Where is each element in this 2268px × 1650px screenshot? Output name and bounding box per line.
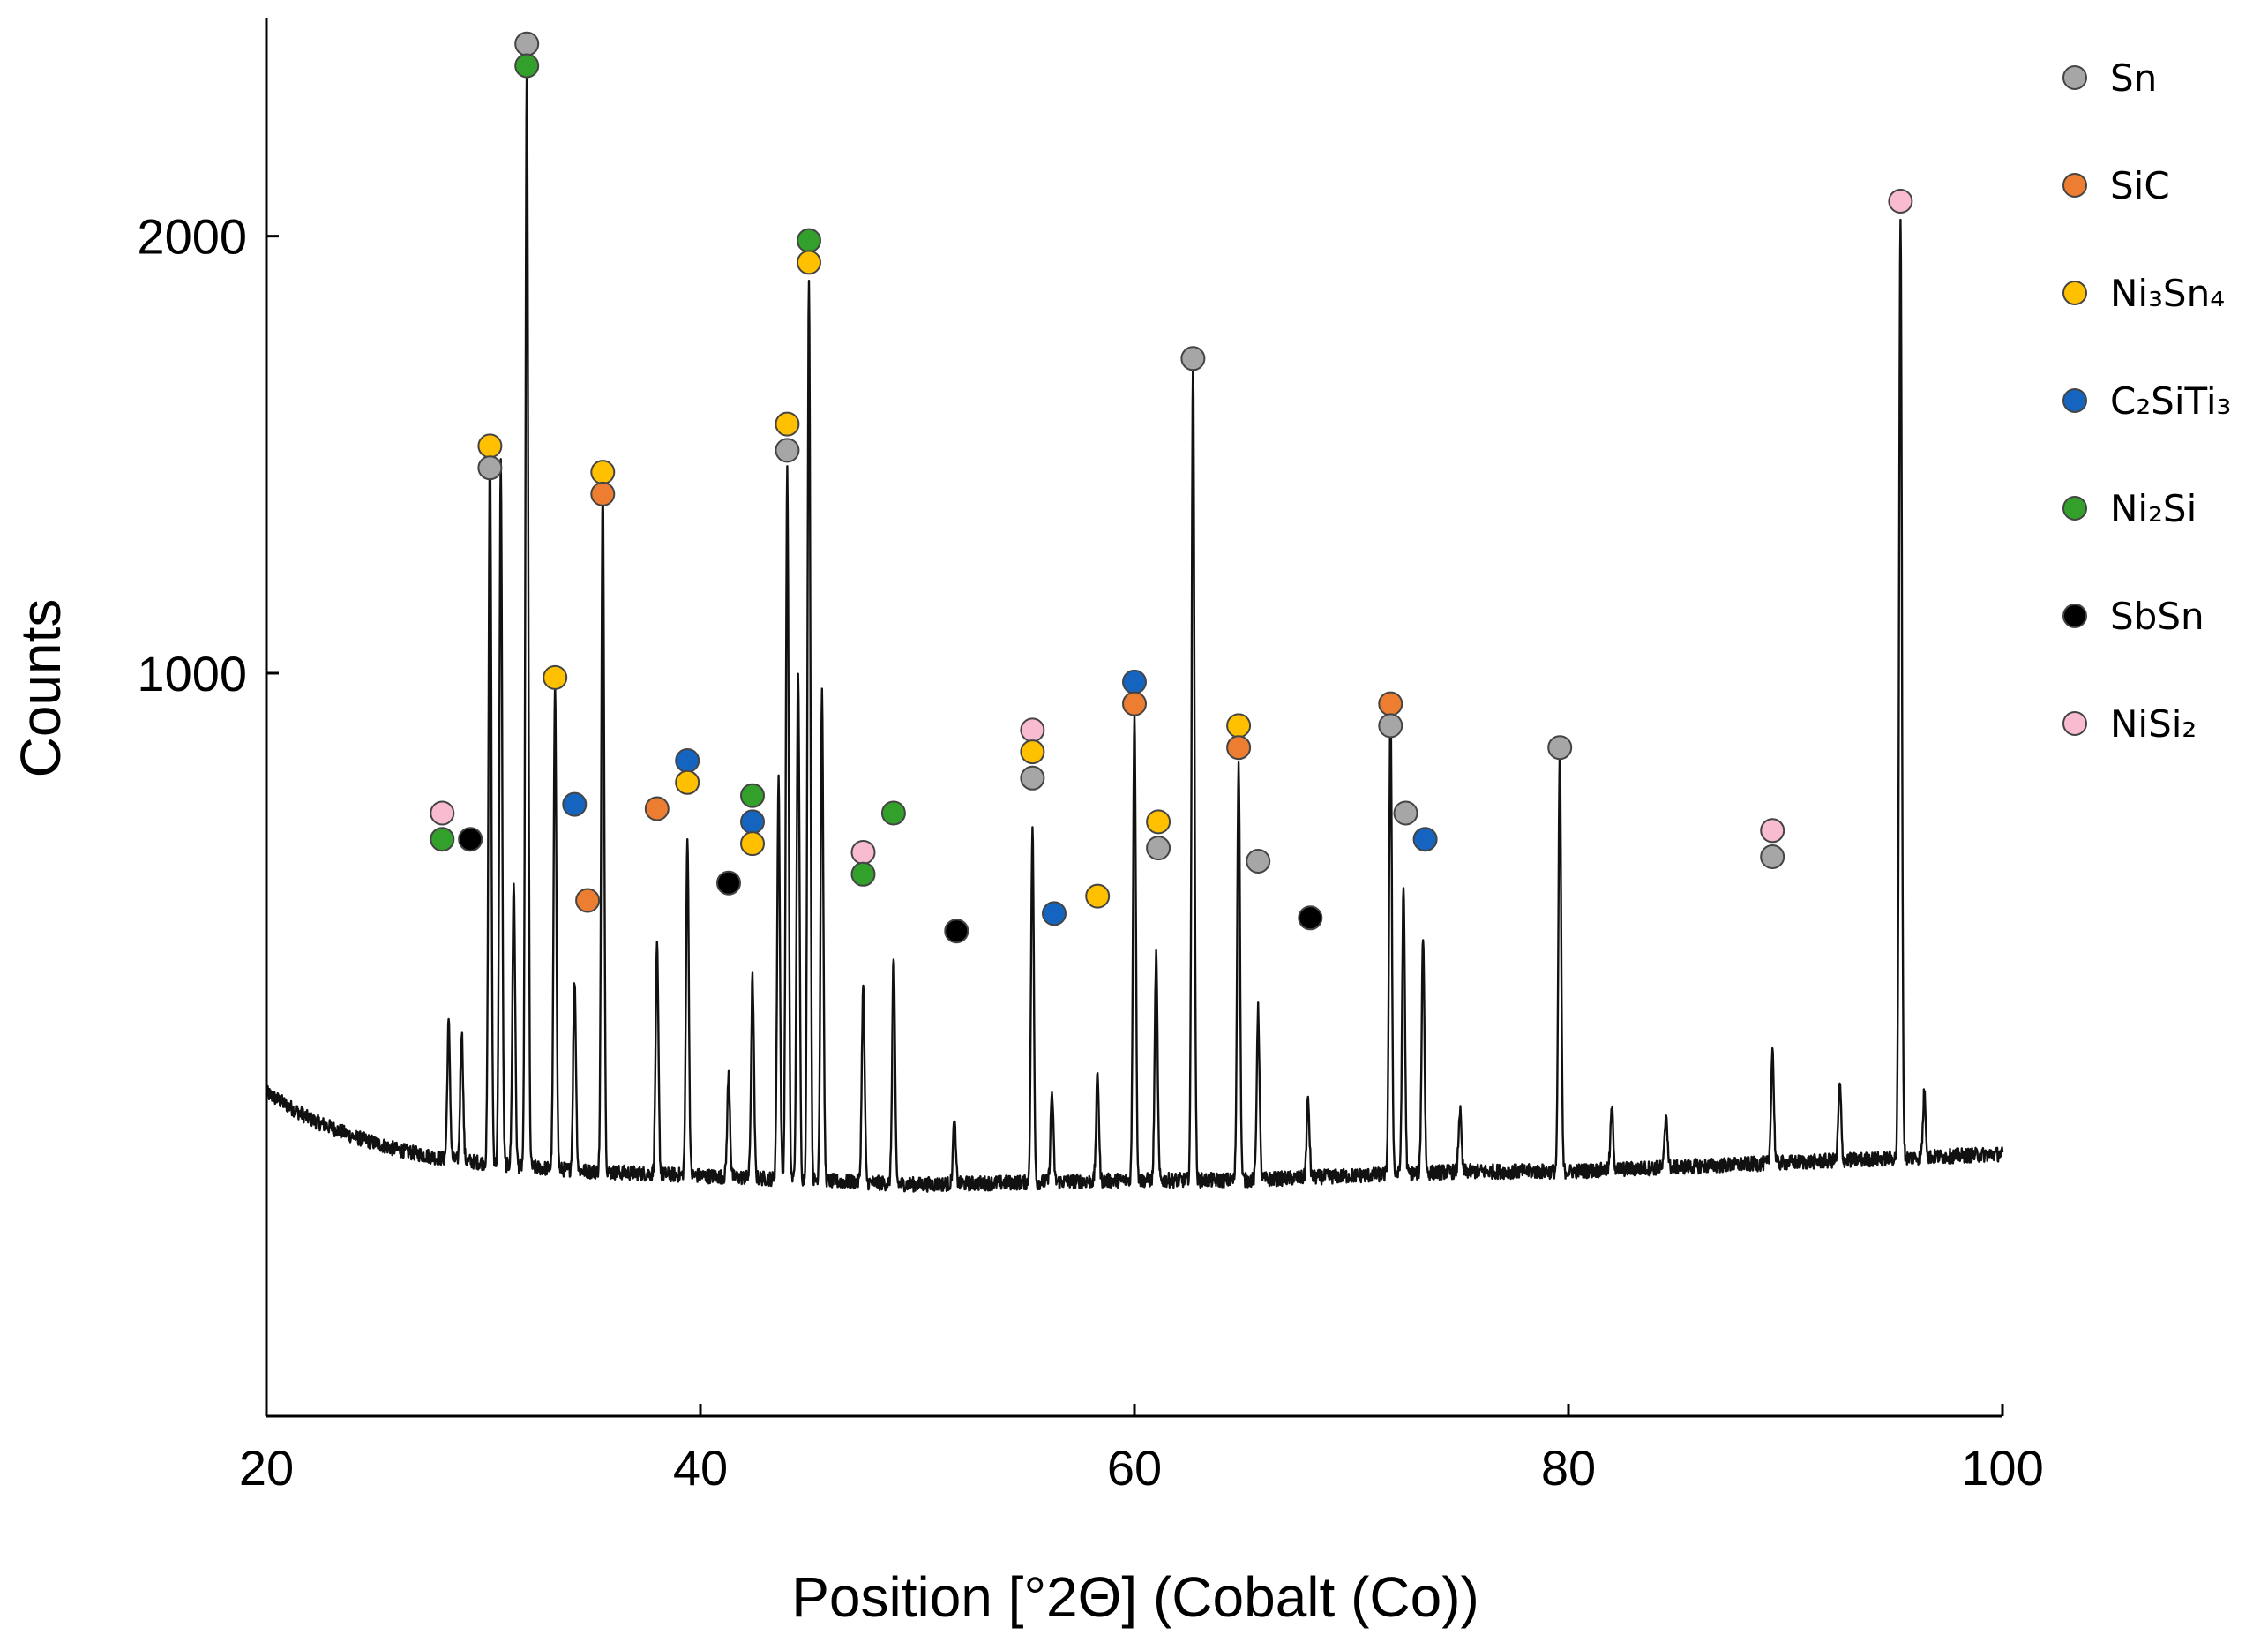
- phase-marker: [716, 870, 741, 896]
- phase-marker: [797, 228, 821, 253]
- legend-marker: [2062, 496, 2087, 521]
- phase-marker: [1146, 809, 1171, 835]
- phase-marker: [1760, 818, 1785, 844]
- y-tick-label: 2000: [137, 209, 247, 265]
- phase-marker: [590, 460, 616, 485]
- phase-marker: [543, 664, 568, 690]
- legend-label: NiSi₂: [2110, 702, 2197, 746]
- phase-marker: [1412, 827, 1438, 852]
- y-axis-label: Counts: [9, 599, 72, 778]
- phase-marker: [562, 791, 588, 817]
- legend-marker: [2062, 388, 2087, 413]
- x-axis-label: Position [°2Θ] (Cobalt (Co)): [791, 1565, 1479, 1629]
- phase-marker: [1042, 901, 1067, 926]
- phase-marker: [1020, 739, 1045, 765]
- legend: Sn SiC Ni₃Sn₄ C₂SiTi₃ Ni₂Si SbSn NiSi₂: [2062, 56, 2231, 746]
- x-tick-label: 40: [673, 1440, 728, 1496]
- legend-label: SiC: [2110, 164, 2170, 207]
- legend-label: Ni₂Si: [2110, 487, 2197, 530]
- phase-marker: [1226, 735, 1252, 761]
- phase-marker: [740, 809, 765, 835]
- phase-marker: [775, 411, 800, 437]
- legend-marker: [2062, 65, 2087, 90]
- phase-marker: [1085, 883, 1111, 909]
- y-tick-label: 1000: [137, 646, 247, 701]
- phase-marker: [1378, 691, 1403, 716]
- legend-label: Sn: [2110, 56, 2157, 100]
- legend-marker: [2062, 281, 2087, 305]
- phase-marker: [1547, 735, 1573, 761]
- phase-marker: [1378, 713, 1403, 739]
- plot-area: [265, 31, 2004, 1193]
- phase-marker: [740, 831, 765, 857]
- phase-marker: [514, 31, 540, 56]
- phase-marker: [590, 481, 616, 506]
- phase-marker: [430, 827, 455, 852]
- x-tick-label: 20: [239, 1440, 294, 1496]
- legend-label: SbSn: [2110, 595, 2204, 638]
- phase-marker: [1020, 765, 1045, 791]
- phase-marker: [458, 827, 483, 852]
- phase-marker: [1180, 346, 1206, 371]
- phase-marker: [575, 888, 601, 913]
- phase-marker: [880, 800, 906, 826]
- phase-marker: [797, 250, 821, 275]
- legend-label: Ni₃Sn₄: [2110, 272, 2225, 315]
- phase-marker: [850, 840, 876, 865]
- phase-marker: [740, 783, 765, 808]
- diffractogram-line: [265, 63, 2004, 1193]
- phase-marker: [1298, 905, 1323, 931]
- phase-marker: [775, 438, 800, 463]
- phase-marker: [477, 455, 503, 481]
- phase-marker: [675, 769, 700, 795]
- phase-marker: [944, 919, 969, 944]
- phase-marker: [1122, 691, 1147, 716]
- phase-marker: [514, 53, 540, 79]
- phase-marker: [1226, 713, 1252, 739]
- phase-marker: [1246, 849, 1271, 874]
- legend-marker: [2062, 604, 2087, 628]
- phase-marker: [430, 800, 455, 826]
- phase-marker: [477, 433, 503, 459]
- phase-marker: [1393, 800, 1418, 826]
- phase-marker: [1760, 844, 1785, 869]
- axes: 20 40 60 80 100 1000 2000: [137, 18, 2044, 1496]
- legend-marker: [2062, 173, 2087, 198]
- phase-marker: [675, 748, 700, 773]
- x-tick-label: 80: [1541, 1440, 1596, 1496]
- x-tick-label: 60: [1107, 1440, 1162, 1496]
- phase-marker: [644, 796, 670, 821]
- x-tick-label: 100: [1961, 1440, 2043, 1496]
- phase-marker: [850, 861, 876, 887]
- phase-marker: [1146, 836, 1171, 861]
- legend-label: C₂SiTi₃: [2110, 379, 2231, 423]
- legend-marker: [2062, 711, 2087, 736]
- phase-marker: [1020, 717, 1045, 743]
- phase-marker: [1888, 189, 1913, 214]
- phase-marker: [1122, 669, 1147, 694]
